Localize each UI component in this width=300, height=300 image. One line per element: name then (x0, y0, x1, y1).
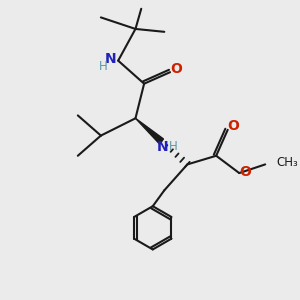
Text: N: N (105, 52, 117, 66)
Text: H: H (99, 60, 108, 73)
Polygon shape (136, 118, 164, 144)
Text: N: N (157, 140, 169, 154)
Text: O: O (240, 165, 251, 178)
Text: O: O (170, 62, 182, 76)
Text: H: H (169, 140, 178, 153)
Text: O: O (227, 119, 239, 134)
Text: CH₃: CH₃ (277, 157, 298, 169)
